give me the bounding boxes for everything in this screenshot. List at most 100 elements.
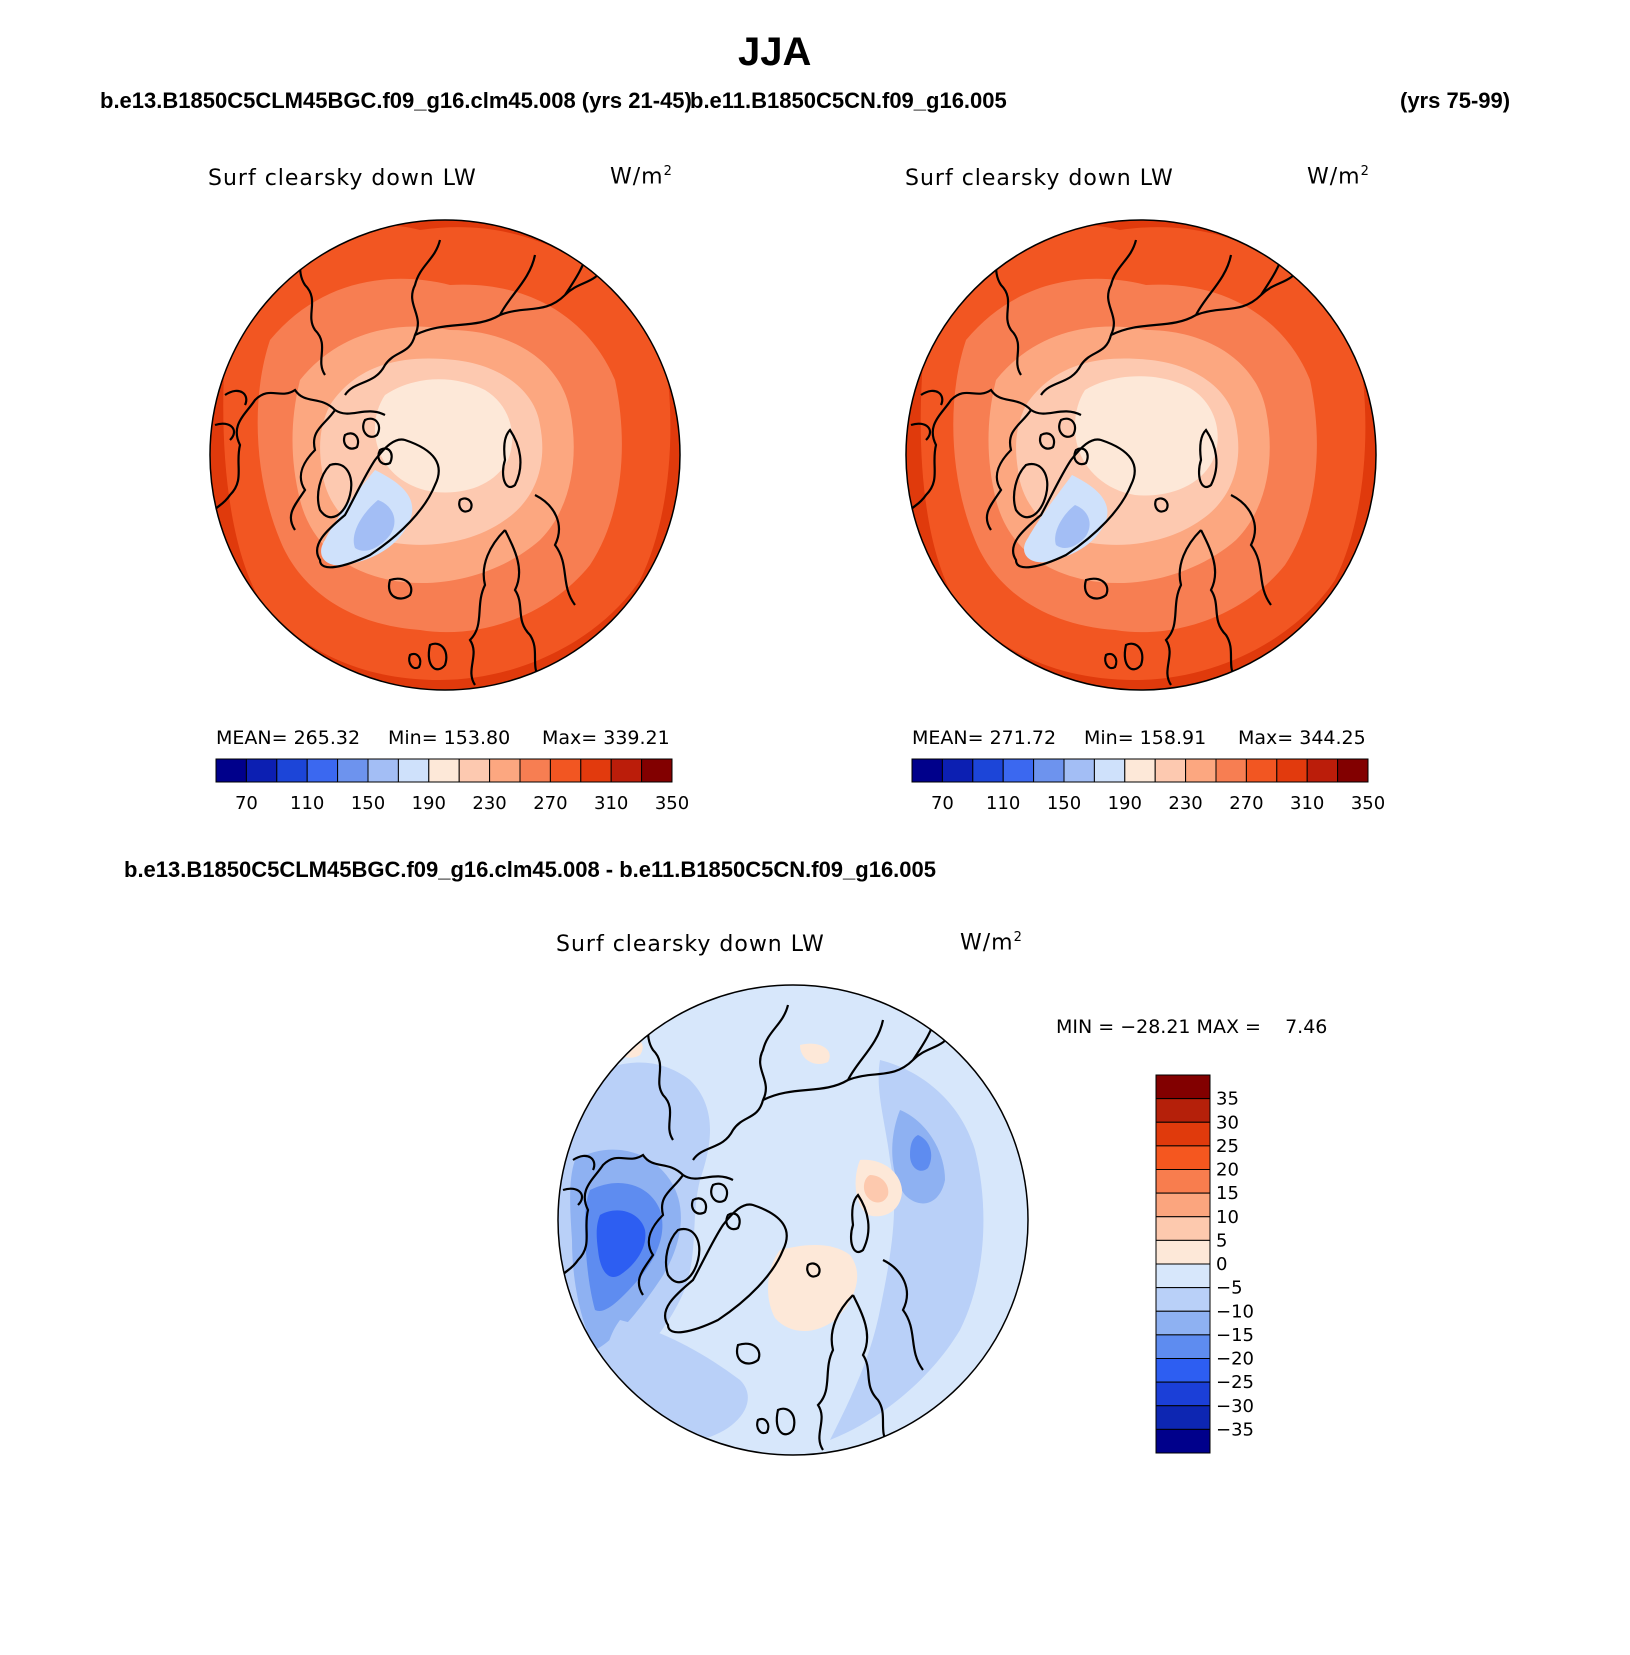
colorbar-tick-label: 5: [1216, 1230, 1227, 1251]
colorbar-swatch: [276, 758, 308, 783]
colorbar-swatch: [1155, 1287, 1211, 1312]
colorbar-swatch: [397, 758, 430, 783]
colorbar-tick-label: 150: [1047, 793, 1081, 814]
colorbar-swatch: [519, 758, 551, 783]
colorbar-swatch: [972, 758, 1004, 783]
panel1-max: Max= 339.21: [542, 727, 670, 749]
panel1-mean: MEAN= 265.32: [216, 727, 361, 749]
figure-title: JJA: [738, 30, 812, 74]
colorbar-tick-label: 190: [1108, 793, 1142, 814]
colorbar-swatch: [1002, 758, 1035, 783]
colorbar-tick-label: 30: [1216, 1112, 1239, 1133]
colorbar-tick-label: 10: [1216, 1207, 1239, 1228]
colorbar-swatch: [458, 758, 491, 783]
colorbar-tick-label: 35: [1216, 1089, 1239, 1110]
colorbar-swatch: [1155, 1098, 1211, 1123]
panel2-min: Min= 158.91: [1084, 727, 1207, 749]
colorbar-swatch: [1276, 758, 1308, 783]
colorbar-swatch: [367, 758, 399, 783]
colorbar-swatch: [1155, 1405, 1211, 1430]
panel2-units: W/m2: [1307, 164, 1370, 189]
panel1-units-exp: 2: [663, 164, 673, 179]
map-border-control: [905, 219, 1377, 691]
diff-units-base: W/m: [960, 930, 1014, 956]
colorbar-swatch: [1337, 758, 1369, 783]
colorbar-swatch: [941, 758, 974, 783]
colorbar-tick-label: 15: [1216, 1183, 1239, 1204]
diff-variable: Surf clearsky down LW: [556, 932, 825, 957]
colorbar-tick-label: 270: [1229, 793, 1263, 814]
colorbar-tick-label: −15: [1216, 1325, 1254, 1346]
colorbar-swatch: [1155, 1428, 1211, 1454]
colorbar-swatch: [610, 758, 643, 783]
colorbar-swatch: [1155, 1145, 1211, 1170]
panel2-units-exp: 2: [1360, 164, 1370, 179]
colorbar-swatch: [1155, 1263, 1211, 1289]
colorbar-tick-label: 70: [931, 793, 954, 814]
case-label-left: b.e13.B1850C5CLM45BGC.f09_g16.clm45.008 …: [100, 88, 692, 113]
colorbar-swatch: [1155, 1216, 1211, 1241]
diff-title: b.e13.B1850C5CLM45BGC.f09_g16.clm45.008 …: [124, 857, 937, 882]
colorbar-tick-label: 110: [986, 793, 1020, 814]
colorbar-swatch: [1155, 1192, 1211, 1218]
colorbar-swatch: [245, 758, 278, 783]
panel1-variable: Surf clearsky down LW: [208, 166, 477, 191]
case-label-right: b.e11.B1850C5CN.f09_g16.005: [690, 88, 1007, 113]
colorbar-tick-label: −20: [1216, 1349, 1254, 1370]
colorbar-swatch: [428, 758, 460, 783]
colorbar-model: 70 110 150 190 230 270 310 350: [215, 758, 689, 814]
colorbar-swatch: [1155, 1358, 1211, 1383]
colorbar-swatch: [489, 758, 521, 783]
colorbar-tick-label: 310: [1290, 793, 1324, 814]
diff-minmax: MIN = −28.21 MAX = 7.46: [1056, 1016, 1328, 1038]
colorbar-swatch: [1215, 758, 1247, 783]
map-border-model: [209, 219, 681, 691]
colorbar-tick-label: 350: [1351, 793, 1385, 814]
years-label-right: (yrs 75-99): [1400, 88, 1511, 113]
colorbar-tick-label: 270: [533, 793, 567, 814]
colorbar-tick-label: 0: [1216, 1254, 1227, 1275]
map-border-difference: [557, 984, 1029, 1456]
panel1-min: Min= 153.80: [388, 727, 511, 749]
colorbar-tick-label: 230: [472, 793, 506, 814]
colorbar-swatch: [1155, 1310, 1211, 1336]
panel1-units-base: W/m: [610, 164, 664, 190]
colorbar-swatch: [1155, 1239, 1211, 1265]
colorbar-swatch: [1155, 1074, 1211, 1100]
map-panel-control: [906, 220, 1376, 690]
colorbar-swatch: [306, 758, 339, 783]
colorbar-tick-label: 25: [1216, 1136, 1239, 1157]
colorbar-swatch: [1155, 1121, 1211, 1147]
colorbar-control: 70 110 150 190 230 270 310 350: [911, 758, 1385, 814]
colorbar-swatch: [1154, 758, 1187, 783]
colorbar-swatch: [1306, 758, 1339, 783]
colorbar-tick-label: 350: [655, 793, 689, 814]
colorbar-swatch: [1033, 758, 1065, 783]
colorbar-swatch: [1155, 1169, 1211, 1194]
map-panel-model: [210, 220, 680, 690]
diff-units: W/m2: [960, 930, 1023, 955]
panel1-units: W/m2: [610, 164, 673, 189]
colorbar-swatch: [911, 758, 943, 783]
colorbar-swatch: [1124, 758, 1156, 783]
colorbar-swatch: [1063, 758, 1095, 783]
colorbar-swatch: [215, 758, 247, 783]
colorbar-tick-label: 310: [594, 793, 628, 814]
colorbar-swatch: [1155, 1334, 1211, 1359]
colorbar-swatch: [549, 758, 582, 783]
colorbar-tick-label: −5: [1216, 1278, 1243, 1299]
colorbar-tick-label: 70: [235, 793, 258, 814]
colorbar-swatch: [1185, 758, 1217, 783]
map-panel-difference: [558, 985, 1028, 1455]
colorbar-swatch: [1245, 758, 1278, 783]
panel2-mean: MEAN= 271.72: [912, 727, 1057, 749]
colorbar-tick-label: 190: [412, 793, 446, 814]
colorbar-tick-label: −35: [1216, 1419, 1254, 1440]
colorbar-tick-label: −25: [1216, 1372, 1254, 1393]
diff-units-exp: 2: [1013, 930, 1023, 945]
panel2-max: Max= 344.25: [1238, 727, 1366, 749]
colorbar-swatch: [1155, 1381, 1211, 1407]
colorbar-swatch: [641, 758, 673, 783]
